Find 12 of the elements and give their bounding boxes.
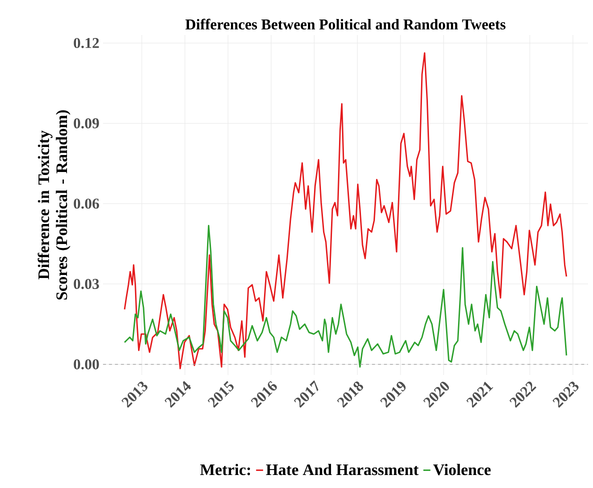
legend-title: Metric:: [200, 464, 250, 476]
y-tick-label: 0.00: [74, 359, 99, 370]
y-tick-label: 0.06: [74, 198, 100, 209]
chart-title: Differences Between Political and Random Tweets: [185, 18, 506, 30]
y-tick-label: 0.09: [74, 118, 99, 128]
y-tick-label: 0.12: [74, 38, 99, 48]
legend-label: Violence: [433, 464, 491, 476]
y-tick-label: 0.03: [74, 278, 99, 290]
y-axis-title: Difference in Toxicity Scores (Political - Random): [38, 110, 70, 300]
line-series: [124, 52, 568, 370]
legend-label: Hate And Harassment: [266, 464, 419, 476]
line-series: [124, 224, 568, 368]
